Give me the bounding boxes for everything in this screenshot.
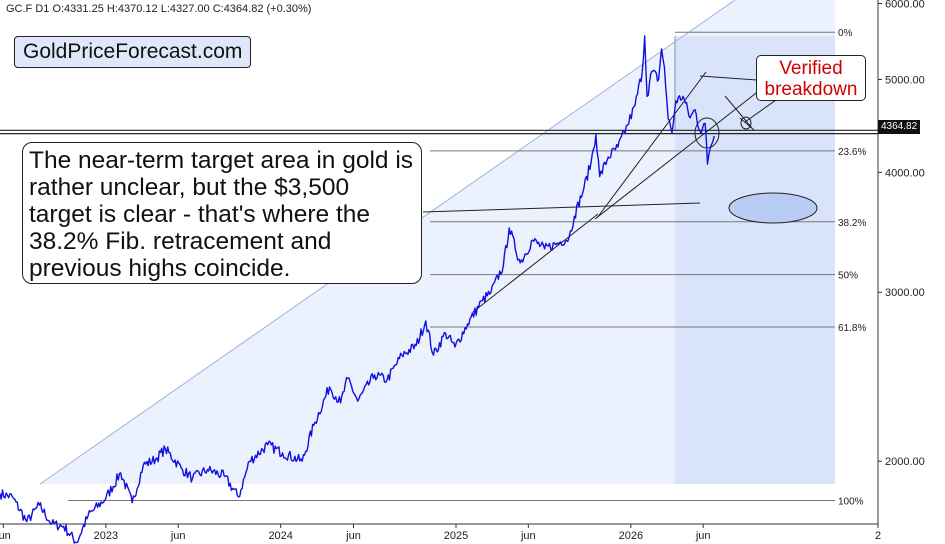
channel-fill <box>40 0 835 484</box>
y-tick-label-2000: 2000.00 <box>885 456 925 468</box>
current-price-tag: 4364.82 <box>878 120 921 134</box>
fib-label-100pct: 100% <box>838 496 864 507</box>
y-tick-label-4000: 4000.00 <box>885 167 925 179</box>
x-tick-label-4: jun <box>345 530 361 542</box>
trendline-lower-support <box>472 213 599 313</box>
wedge-upper-line <box>724 95 753 129</box>
verified-pointer-line-1 <box>699 75 758 81</box>
x-tick-label-8: jun <box>695 530 711 542</box>
x-tick-label-1: 2023 <box>94 530 118 542</box>
x-tick-label-5: 2025 <box>444 530 468 542</box>
x-tick-label-0: jun <box>0 530 11 542</box>
price-series-line <box>0 35 715 544</box>
y-axis-ticks: 6000.00 5000.00 4000.00 3000.00 2000.00 <box>878 0 925 468</box>
y-tick-label-5000: 5000.00 <box>885 74 925 86</box>
fib-label-61-8pct: 61.8% <box>838 323 866 334</box>
horizontal-levels <box>0 129 878 135</box>
trendline-long-support <box>594 89 761 220</box>
x-tick-label-2: jun <box>170 530 186 542</box>
y-tick-label-6000: 6000.00 <box>885 0 925 10</box>
projection-fill <box>675 36 835 484</box>
fib-label-0pct: 0% <box>838 28 853 39</box>
verified-breakdown-callout: Verified breakdown <box>756 55 866 101</box>
fib-levels: 0% 23.6% 38.2% 50% 61.8% 100% <box>68 28 866 507</box>
y-tick-label-3000: 3000.00 <box>885 287 925 299</box>
x-tick-label-6: jun <box>520 530 536 542</box>
small-breakdown-circle <box>740 116 752 130</box>
fib-label-23-6pct: 23.6% <box>838 147 866 158</box>
target-ellipse <box>728 192 818 224</box>
brand-label: GoldPriceForecast.com <box>14 36 252 68</box>
trendline-steep-support <box>596 71 707 219</box>
x-tick-label-9: 2 <box>875 530 881 542</box>
x-tick-label-3: 2024 <box>268 530 292 542</box>
comment-callout: The near-term target area in gold is rat… <box>22 142 422 284</box>
ticker-header: GC.F D1 O:4331.25 H:4370.12 L:4327.00 C:… <box>6 3 311 15</box>
fib-label-50pct: 50% <box>838 271 858 282</box>
x-tick-label-7: 2026 <box>619 530 643 542</box>
wedge-lower-line <box>739 117 755 131</box>
trend-lines <box>422 71 818 313</box>
x-axis-ticks: jun 2023 jun 2024 jun 2025 jun 2026 jun 2 <box>0 524 881 542</box>
fib-label-38-2pct: 38.2% <box>838 218 866 229</box>
target-pointer-line <box>422 202 701 213</box>
